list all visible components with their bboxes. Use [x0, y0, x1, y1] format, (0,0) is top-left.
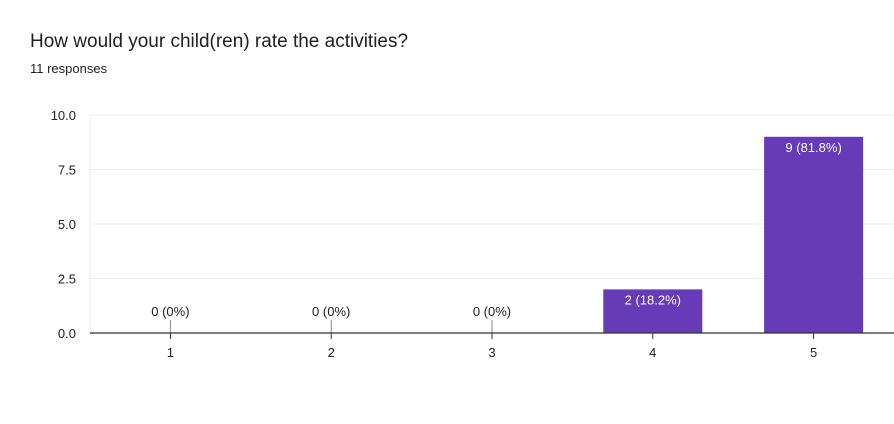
question-title: How would your child(ren) rate the activ… [30, 31, 409, 52]
data-label-5: 9 (81.8%) [785, 140, 841, 155]
y-tick-label: 10.0 [51, 108, 76, 123]
y-tick-label: 0.0 [58, 326, 76, 341]
y-tick-label: 5.0 [58, 217, 76, 232]
data-label-3: 0 (0%) [473, 304, 511, 319]
bar-5 [764, 136, 864, 333]
y-tick-label: 2.5 [58, 272, 76, 287]
y-tick-label: 7.5 [58, 163, 76, 178]
data-label-2: 0 (0%) [312, 304, 350, 319]
bar-4 [603, 289, 703, 333]
x-tick-label-4: 4 [649, 345, 656, 360]
data-label-1: 0 (0%) [151, 304, 189, 319]
x-tick-label-5: 5 [810, 345, 817, 360]
x-tick-label-1: 1 [167, 345, 174, 360]
data-label-4: 2 (18.2%) [625, 292, 681, 307]
responses-count: 11 responses [30, 61, 108, 76]
x-tick-label-2: 2 [328, 345, 335, 360]
x-tick-label-3: 3 [488, 345, 495, 360]
